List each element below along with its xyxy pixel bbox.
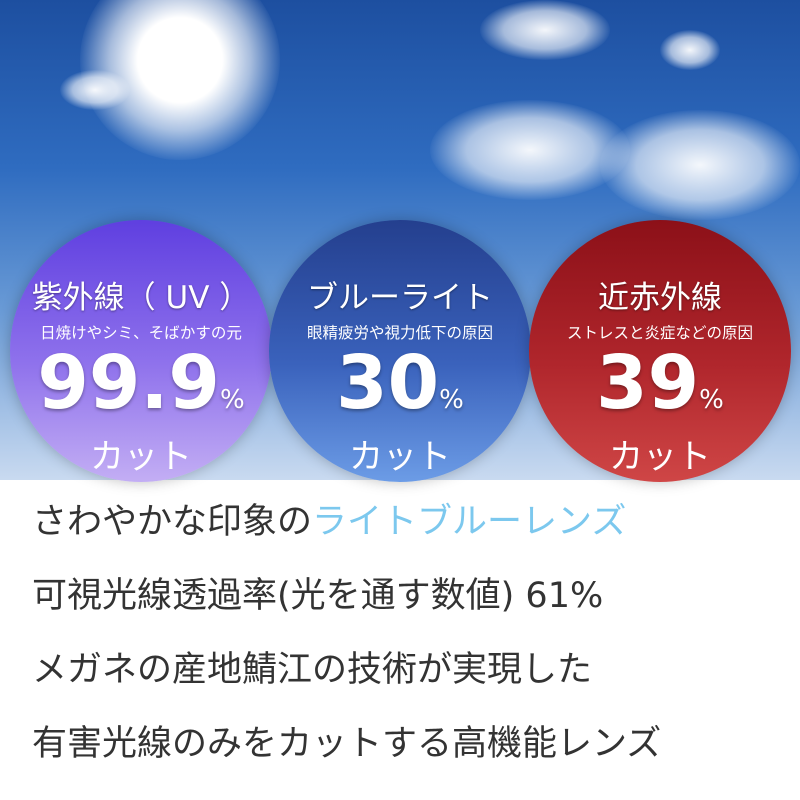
- cut-label: カット: [90, 437, 192, 477]
- circle-subtitle: 日焼けやシミ、そばかすの元: [40, 324, 242, 342]
- description: さわやかな印象のライトブルーレンズ 可視光線透過率(光を通す数値) 61% メガ…: [32, 496, 661, 792]
- uv-circle: 紫外線（ UV ） 日焼けやシミ、そばかすの元 99.9% カット: [10, 220, 272, 482]
- circle-title: 近赤外線: [598, 280, 722, 316]
- cut-percent: 39%: [596, 340, 724, 426]
- line-4: 有害光線のみをカットする高機能レンズ: [32, 724, 662, 764]
- circle-title: ブルーライト: [307, 280, 493, 316]
- cloud: [660, 30, 720, 70]
- cut-label: カット: [609, 437, 711, 477]
- line-1-text: さわやかな印象の: [32, 502, 313, 542]
- circle-subtitle: 眼精疲労や視力低下の原因: [306, 324, 493, 342]
- line-1-highlight: ライトブルーレンズ: [312, 502, 627, 542]
- cut-percent: 30%: [336, 340, 464, 426]
- circle-title: 紫外線（ UV ）: [31, 280, 251, 316]
- line-2: 可視光線透過率(光を通す数値) 61%: [32, 576, 604, 616]
- line-3: メガネの産地鯖江の技術が実現した: [32, 650, 593, 690]
- cloud: [480, 0, 610, 60]
- near-infrared-circle: 近赤外線 ストレスと炎症などの原因 39% カット: [529, 220, 791, 482]
- cloud: [430, 100, 630, 200]
- cut-percent: 99.9%: [37, 340, 245, 426]
- circle-subtitle: ストレスと炎症などの原因: [566, 324, 753, 342]
- blue-light-circle: ブルーライト 眼精疲労や視力低下の原因 30% カット: [269, 220, 531, 482]
- cloud: [600, 110, 800, 220]
- cut-label: カット: [349, 437, 451, 477]
- cloud: [60, 70, 130, 110]
- line-1: さわやかな印象のライトブルーレンズ: [32, 496, 661, 570]
